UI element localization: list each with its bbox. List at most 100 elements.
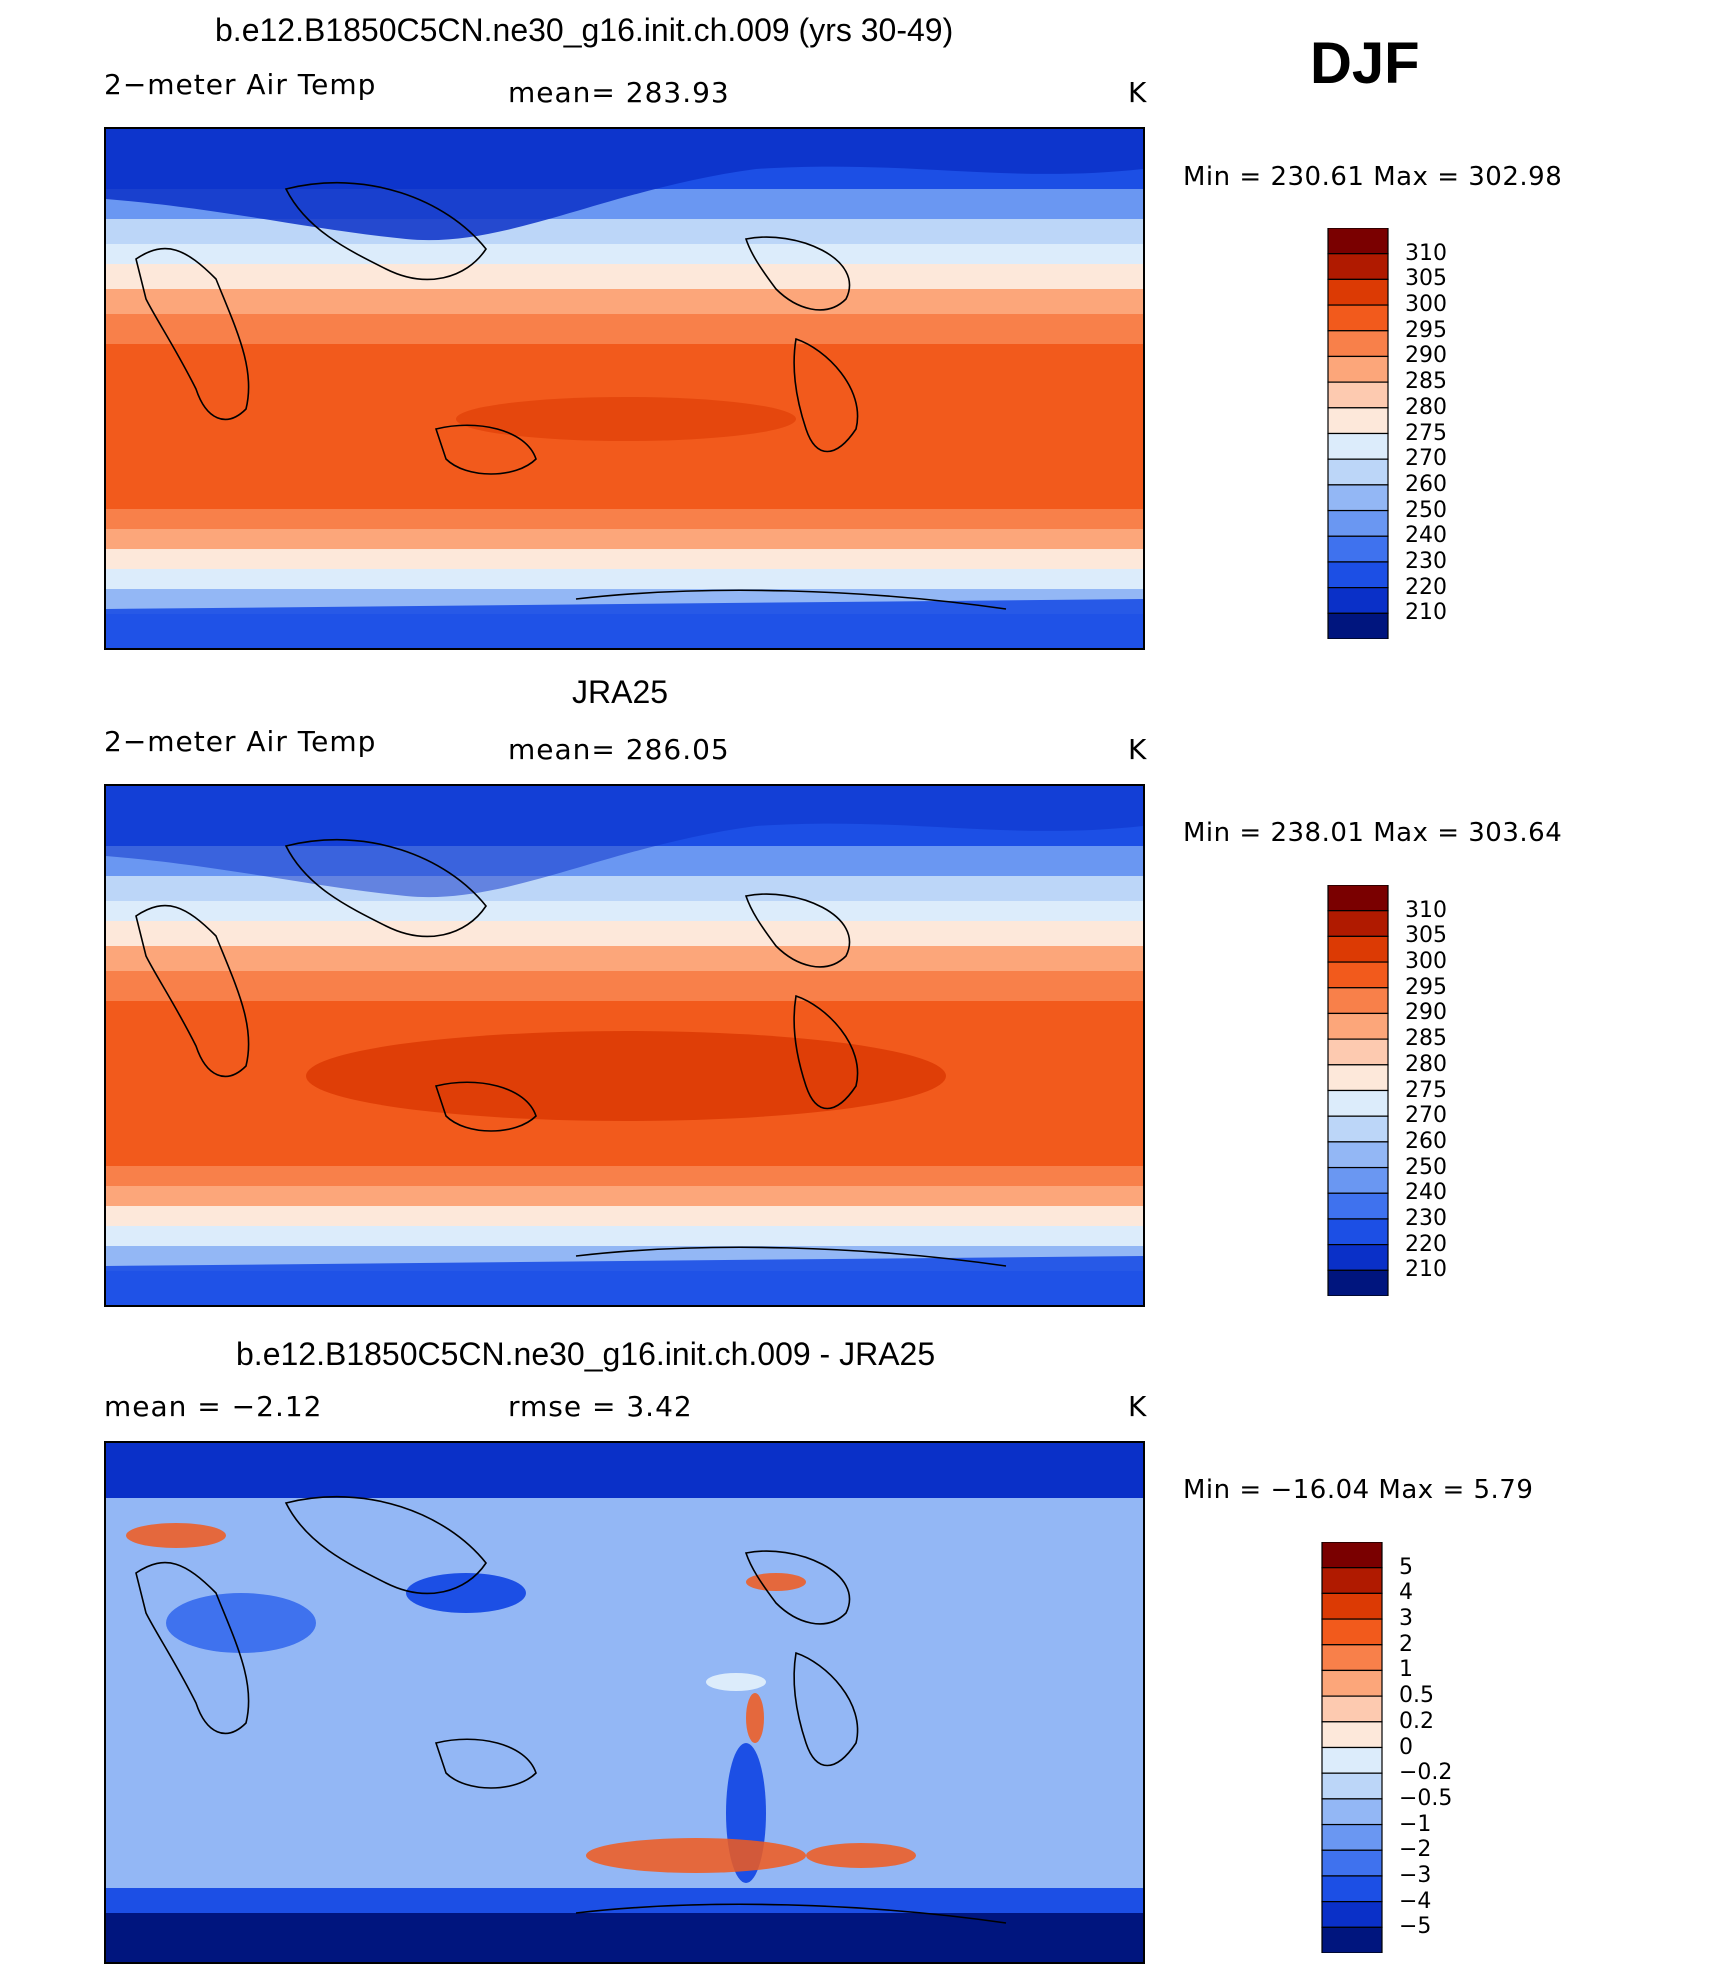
colorbar-level-label: 285 (1405, 1026, 1447, 1052)
diff-anomaly-warm (806, 1843, 916, 1868)
panel-1-mean-label: mean= 283.93 (508, 76, 730, 109)
colorbar-level-label: 250 (1405, 1154, 1447, 1180)
colorbar-level-label: 280 (1405, 394, 1447, 420)
colorbar-level-label: 0.2 (1399, 1708, 1434, 1734)
southern-ocean-diff (106, 1888, 1143, 1913)
coastline (135, 904, 250, 1078)
panel-2-colorbar: 310 305 300 295 290 285 280 275 270 260 250 240 230 2… (1327, 885, 1447, 1296)
colorbar-level-label: −0.2 (1399, 1760, 1453, 1786)
colorbar-level-label: −2 (1399, 1837, 1432, 1863)
colorbar-swatch (1327, 278, 1389, 306)
coastline (135, 1561, 250, 1735)
colorbar-level-label: 310 (1405, 240, 1447, 266)
coastline (744, 236, 851, 311)
coastline (434, 1738, 537, 1789)
colorbar-swatch (1327, 1192, 1389, 1220)
colorbar-swatch (1321, 1644, 1383, 1672)
colorbar-swatch (1327, 535, 1389, 563)
colorbar-level-label: 270 (1405, 1103, 1447, 1129)
colorbar-level-label: 5 (1399, 1554, 1413, 1580)
colorbar-level-label: 0 (1399, 1734, 1413, 1760)
panel-1-title: b.e12.B1850C5CN.ne30_g16.init.ch.009 (yr… (215, 12, 954, 48)
colorbar-swatch (1327, 1269, 1389, 1296)
colorbar-level-label: 210 (1405, 1257, 1447, 1283)
panel-1-colorbar: 310 305 300 295 290 285 280 275 270 260 250 240 230 2… (1327, 228, 1447, 639)
colorbar-swatch (1321, 1669, 1383, 1697)
colorbar-swatch (1327, 458, 1389, 486)
colorbar-swatch (1327, 1218, 1389, 1246)
temperature-band (106, 219, 1143, 244)
colorbar-swatches (1327, 885, 1389, 1296)
panel-1-units-label: K (1128, 76, 1148, 109)
diff-anomaly-cold (706, 1673, 766, 1691)
colorbar-swatch (1327, 1244, 1389, 1271)
colorbar-level-label: 2 (1399, 1631, 1413, 1657)
panel-3-rmse-label: rmse = 3.42 (508, 1390, 693, 1423)
coastline (434, 1081, 537, 1132)
coastline (793, 1651, 859, 1767)
panel-2-variable-label: 2−meter Air Temp (104, 725, 377, 758)
colorbar-level-label: 275 (1405, 1077, 1447, 1103)
antarctic-region (106, 599, 1143, 648)
panel-2-heatmap (106, 786, 1143, 1305)
colorbar-swatch (1321, 1542, 1383, 1569)
antarctic-region (106, 1256, 1143, 1305)
colorbar-swatch (1327, 509, 1389, 537)
colorbar-level-label: 230 (1405, 548, 1447, 574)
diff-anomaly-cold (166, 1593, 316, 1653)
colorbar-level-label: 270 (1405, 446, 1447, 472)
coastline (434, 424, 537, 475)
colorbar-level-label: 0.5 (1399, 1683, 1434, 1709)
panel-1-heatmap (106, 129, 1143, 648)
colorbar-swatch (1327, 304, 1389, 332)
temperature-band (106, 509, 1143, 529)
colorbar-swatch (1321, 1746, 1383, 1774)
panel-3-mean-label: mean = −2.12 (104, 1390, 323, 1423)
temperature-band (106, 314, 1143, 344)
colorbar-level-label: 295 (1405, 974, 1447, 1000)
colorbar-swatch (1327, 228, 1389, 255)
coastline (744, 893, 851, 968)
colorbar-swatch (1327, 1038, 1389, 1066)
colorbar-level-label: 280 (1405, 1051, 1447, 1077)
temperature-band (106, 921, 1143, 946)
coastline (284, 1496, 487, 1595)
colorbar-swatch (1327, 381, 1389, 409)
colorbar-swatch (1327, 885, 1389, 912)
colorbar-level-label: 230 (1405, 1205, 1447, 1231)
colorbar-level-label: 3 (1399, 1606, 1413, 1632)
coastline (135, 247, 250, 421)
colorbar-level-label: 260 (1405, 471, 1447, 497)
colorbar-level-label: −0.5 (1399, 1785, 1453, 1811)
colorbar-swatch (1327, 355, 1389, 383)
temperature-band (106, 1226, 1143, 1246)
temperature-band (106, 549, 1143, 569)
colorbar-level-label: 310 (1405, 897, 1447, 923)
northern-cold-region (106, 786, 1143, 898)
season-label: DJF (1310, 31, 1420, 96)
colorbar-swatch (1327, 1012, 1389, 1040)
colorbar-level-label: 250 (1405, 497, 1447, 523)
panel-1-minmax: Min = 230.61 Max = 302.98 (1183, 162, 1563, 192)
panel-2-title: JRA25 (572, 674, 669, 710)
diff-anomaly-cold (406, 1573, 526, 1613)
colorbar-level-label: 240 (1405, 1180, 1447, 1206)
colorbar-level-label: 300 (1405, 949, 1447, 975)
colorbar-swatches (1327, 228, 1389, 639)
colorbar-level-label: 210 (1405, 600, 1447, 626)
colorbar-swatch (1321, 1798, 1383, 1826)
temperature-band (106, 264, 1143, 289)
colorbar-swatch (1321, 1592, 1383, 1620)
colorbar-level-label: −3 (1399, 1862, 1432, 1888)
temperature-band (106, 971, 1143, 1001)
colorbar-level-label: 220 (1405, 574, 1447, 600)
diff-anomaly-warm (126, 1523, 226, 1548)
colorbar-level-label: 240 (1405, 523, 1447, 549)
colorbar-level-label: 1 (1399, 1657, 1413, 1683)
temperature-band (106, 876, 1143, 901)
colorbar-swatch (1327, 1089, 1389, 1117)
colorbar-swatch (1327, 1115, 1389, 1143)
colorbar-swatch (1327, 407, 1389, 435)
panel-3-map (104, 1441, 1145, 1964)
colorbar-swatch (1327, 484, 1389, 512)
